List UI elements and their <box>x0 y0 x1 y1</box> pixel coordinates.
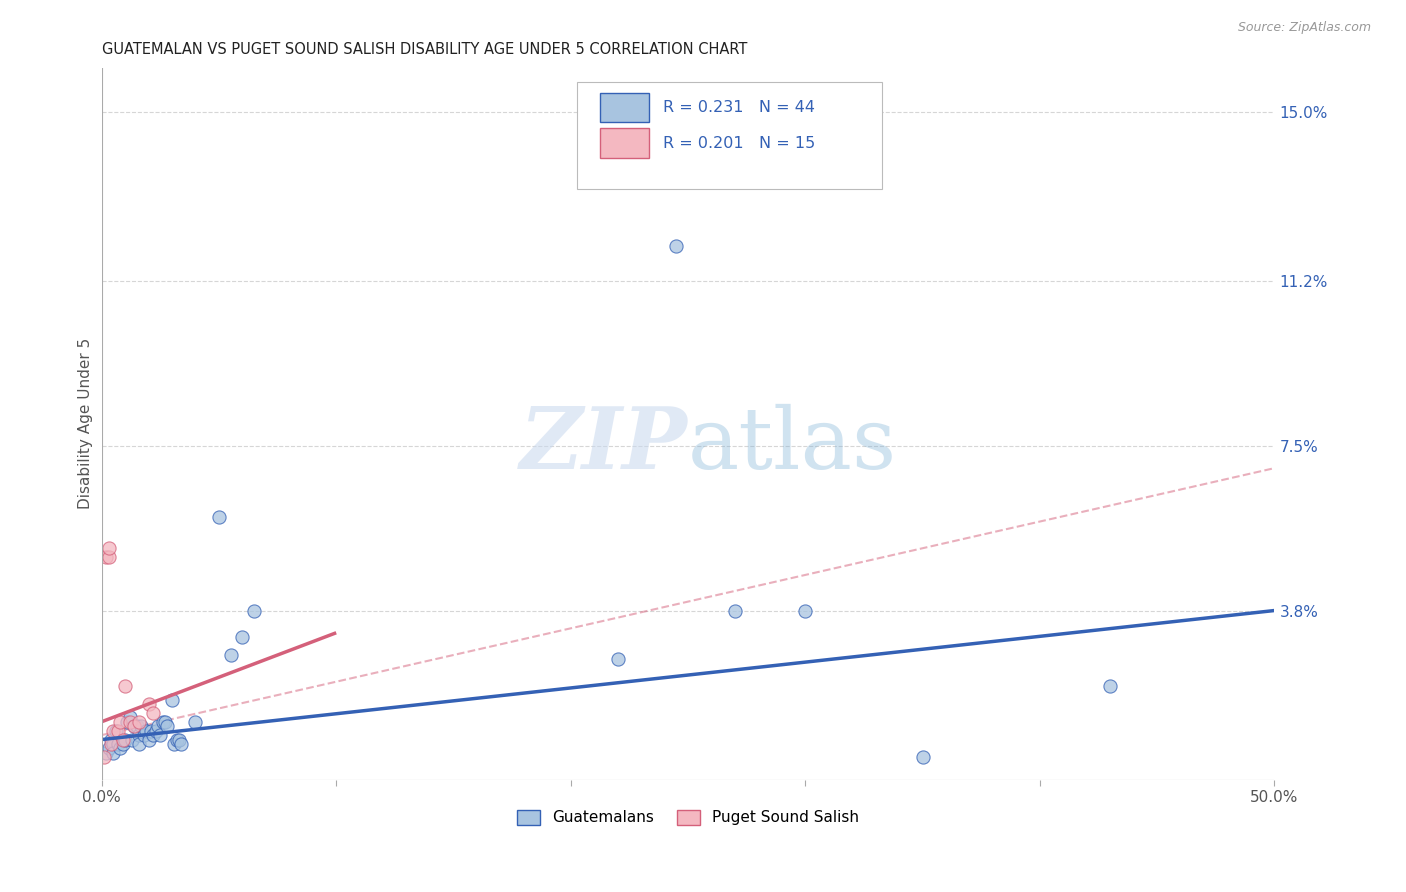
Guatemalans <box>231 630 253 644</box>
Guatemalans <box>107 737 129 751</box>
Puget Sound Salish <box>103 723 125 738</box>
FancyBboxPatch shape <box>600 93 650 122</box>
Guatemalans <box>149 728 172 742</box>
Guatemalans <box>128 728 150 742</box>
Y-axis label: Disability Age Under 5: Disability Age Under 5 <box>79 338 93 509</box>
Guatemalans <box>163 737 186 751</box>
Guatemalans <box>121 732 143 747</box>
Guatemalans <box>166 732 188 747</box>
Guatemalans <box>145 723 167 738</box>
Text: ZIP: ZIP <box>520 403 688 487</box>
Guatemalans <box>118 710 141 724</box>
Guatemalans <box>114 732 136 747</box>
FancyBboxPatch shape <box>600 128 650 158</box>
Guatemalans <box>132 728 155 742</box>
Guatemalans <box>110 741 132 756</box>
Text: Source: ZipAtlas.com: Source: ZipAtlas.com <box>1237 21 1371 35</box>
Guatemalans <box>135 723 157 738</box>
Puget Sound Salish <box>100 737 122 751</box>
Guatemalans <box>131 719 153 733</box>
Guatemalans <box>167 732 190 747</box>
Text: R = 0.201   N = 15: R = 0.201 N = 15 <box>664 136 815 151</box>
Legend: Guatemalans, Puget Sound Salish: Guatemalans, Puget Sound Salish <box>517 810 859 825</box>
Guatemalans <box>911 750 934 764</box>
Guatemalans <box>606 652 628 666</box>
Puget Sound Salish <box>93 750 115 764</box>
Guatemalans <box>184 714 207 729</box>
Guatemalans <box>219 648 242 662</box>
Puget Sound Salish <box>124 719 146 733</box>
Guatemalans <box>153 714 176 729</box>
Guatemalans <box>724 603 747 617</box>
Guatemalans <box>170 737 193 751</box>
Puget Sound Salish <box>97 541 120 556</box>
Guatemalans <box>104 723 127 738</box>
Guatemalans <box>243 603 266 617</box>
Guatemalans <box>146 719 169 733</box>
Guatemalans <box>100 732 122 747</box>
Puget Sound Salish <box>118 714 141 729</box>
Guatemalans <box>142 728 165 742</box>
Guatemalans <box>124 719 146 733</box>
Puget Sound Salish <box>114 679 136 693</box>
Puget Sound Salish <box>138 697 160 711</box>
Guatemalans <box>156 719 179 733</box>
Puget Sound Salish <box>97 550 120 565</box>
Text: R = 0.231   N = 44: R = 0.231 N = 44 <box>664 100 815 115</box>
Guatemalans <box>152 714 174 729</box>
Puget Sound Salish <box>128 714 150 729</box>
Guatemalans <box>111 737 134 751</box>
Puget Sound Salish <box>110 714 132 729</box>
Puget Sound Salish <box>107 723 129 738</box>
Puget Sound Salish <box>111 732 134 747</box>
Guatemalans <box>160 692 183 706</box>
Guatemalans <box>96 746 118 760</box>
Guatemalans <box>1099 679 1122 693</box>
FancyBboxPatch shape <box>576 82 882 189</box>
Guatemalans <box>794 603 817 617</box>
Puget Sound Salish <box>96 550 118 565</box>
Guatemalans <box>103 737 125 751</box>
Guatemalans <box>97 741 120 756</box>
Text: GUATEMALAN VS PUGET SOUND SALISH DISABILITY AGE UNDER 5 CORRELATION CHART: GUATEMALAN VS PUGET SOUND SALISH DISABIL… <box>101 42 747 57</box>
Guatemalans <box>139 723 162 738</box>
Guatemalans <box>103 746 125 760</box>
Point <box>665 238 688 252</box>
Guatemalans <box>138 732 160 747</box>
Guatemalans <box>117 714 139 729</box>
Guatemalans <box>208 510 231 524</box>
Text: atlas: atlas <box>688 403 897 486</box>
Puget Sound Salish <box>142 706 165 720</box>
Guatemalans <box>128 737 150 751</box>
Guatemalans <box>125 719 148 733</box>
